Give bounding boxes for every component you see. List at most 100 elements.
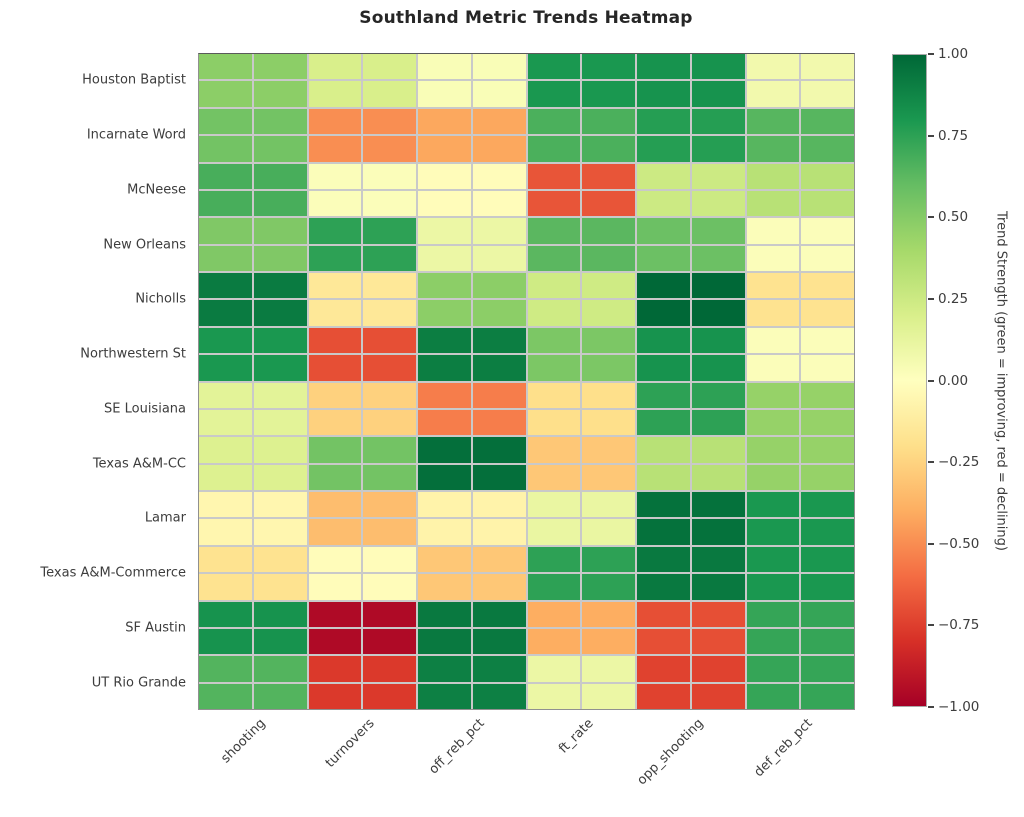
heatmap-cell xyxy=(253,464,307,490)
colorbar-tick-label: 1.00 xyxy=(938,46,969,62)
heatmap-cell xyxy=(746,273,800,299)
y-tick-label: Lamar xyxy=(144,510,186,526)
heatmap-cell xyxy=(472,108,526,135)
heatmap-cell xyxy=(582,628,635,655)
colorbar-tick-label: −0.75 xyxy=(938,617,980,634)
heatmap-cell xyxy=(582,409,635,436)
heatmap-cell xyxy=(801,492,854,518)
heatmap-cell xyxy=(746,300,800,326)
heatmap-cell xyxy=(637,628,690,655)
heatmap-cell xyxy=(472,273,526,299)
heatmap-cell xyxy=(472,519,526,545)
colorbar-tick-mark xyxy=(928,706,934,708)
heatmap-cell xyxy=(801,245,854,271)
y-tick-label: Northwestern St xyxy=(80,346,186,362)
heatmap-cell xyxy=(746,683,800,709)
heatmap-cell xyxy=(418,273,471,299)
heatmap-cell xyxy=(308,355,362,381)
heatmap-cell xyxy=(801,136,854,162)
heatmap-cell xyxy=(253,273,307,299)
heatmap-cell xyxy=(418,245,471,271)
heatmap-cell xyxy=(418,190,471,217)
heatmap-cell xyxy=(637,683,690,709)
heatmap-cell xyxy=(746,382,800,408)
heatmap-cell xyxy=(253,245,307,271)
heatmap-cell xyxy=(308,546,362,573)
heatmap-cell xyxy=(199,54,252,80)
heatmap-cell xyxy=(472,136,526,162)
y-tick-label: SE Louisiana xyxy=(104,401,186,417)
heatmap-cell xyxy=(253,54,307,80)
heatmap-cell xyxy=(418,163,471,189)
heatmap-cell xyxy=(691,409,745,436)
heatmap-cell xyxy=(253,190,307,217)
x-tick-label: ft_rate xyxy=(556,716,597,757)
heatmap-cell xyxy=(637,136,690,162)
heatmap-cell xyxy=(691,273,745,299)
y-tick-label: Houston Baptist xyxy=(82,72,186,88)
heatmap-cell xyxy=(527,437,581,463)
heatmap-cell xyxy=(801,546,854,573)
heatmap-cell xyxy=(308,519,362,545)
heatmap-cell xyxy=(199,683,252,709)
heatmap-cell xyxy=(308,190,362,217)
heatmap-cell xyxy=(801,574,854,600)
heatmap-cell xyxy=(637,300,690,326)
y-tick-label: Nicholls xyxy=(135,291,186,307)
heatmap-cell xyxy=(472,81,526,107)
heatmap-cell xyxy=(801,409,854,436)
x-tick-label: off_reb_pct xyxy=(426,716,488,778)
heatmap-cell xyxy=(199,546,252,573)
colorbar-tick-label: 0.00 xyxy=(938,372,969,389)
heatmap-cell xyxy=(199,409,252,436)
heatmap-cell xyxy=(637,54,690,80)
heatmap-cell xyxy=(527,656,581,682)
heatmap-cell xyxy=(199,163,252,189)
heatmap-cell xyxy=(363,437,416,463)
heatmap-cell xyxy=(746,245,800,271)
heatmap-cell xyxy=(582,81,635,107)
colorbar-tick-mark xyxy=(928,624,934,627)
heatmap-cell xyxy=(527,136,581,162)
heatmap-cell xyxy=(746,628,800,655)
heatmap-cell xyxy=(472,409,526,436)
heatmap-cell xyxy=(691,464,745,490)
heatmap-cell xyxy=(637,355,690,381)
heatmap-cell xyxy=(801,108,854,135)
heatmap-cell xyxy=(363,81,416,107)
heatmap-cell xyxy=(253,628,307,655)
heatmap-cell xyxy=(418,464,471,490)
heatmap-cell xyxy=(472,464,526,490)
heatmap-cell xyxy=(199,519,252,545)
heatmap-cell xyxy=(199,81,252,107)
heatmap-grid xyxy=(198,53,855,710)
heatmap-cell xyxy=(801,355,854,381)
heatmap-cell xyxy=(746,656,800,682)
heatmap-cell xyxy=(308,136,362,162)
heatmap-cell xyxy=(637,464,690,490)
heatmap-cell xyxy=(691,81,745,107)
heatmap-cell xyxy=(691,108,745,135)
heatmap-cell xyxy=(253,656,307,682)
heatmap-cell xyxy=(801,601,854,627)
heatmap-cell xyxy=(253,683,307,709)
heatmap-cell xyxy=(253,218,307,244)
heatmap-cell xyxy=(582,300,635,326)
heatmap-cell xyxy=(418,108,471,135)
heatmap-cell xyxy=(691,163,745,189)
heatmap-cell xyxy=(691,300,745,326)
colorbar-tick-label: −0.50 xyxy=(938,535,980,552)
heatmap-cell xyxy=(746,574,800,600)
heatmap-cell xyxy=(418,54,471,80)
heatmap-cell xyxy=(472,190,526,217)
colorbar-tick-mark xyxy=(928,53,934,55)
heatmap-cell xyxy=(691,437,745,463)
heatmap-cell xyxy=(527,245,581,271)
heatmap-cell xyxy=(746,409,800,436)
heatmap-cell xyxy=(418,683,471,709)
heatmap-cell xyxy=(582,245,635,271)
heatmap-cell xyxy=(582,437,635,463)
heatmap-cell xyxy=(746,601,800,627)
heatmap-cell xyxy=(746,546,800,573)
heatmap-cell xyxy=(363,519,416,545)
